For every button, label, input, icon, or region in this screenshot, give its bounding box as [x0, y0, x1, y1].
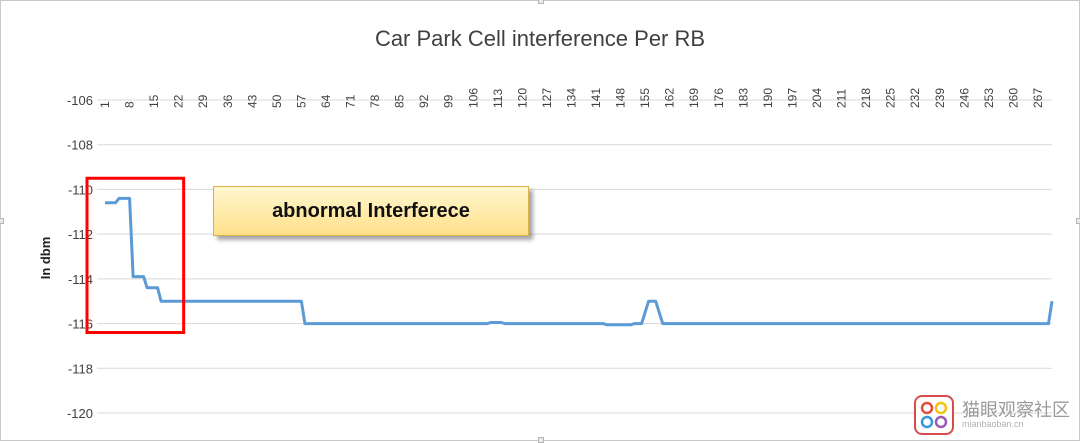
watermark-logo-icon: [914, 395, 954, 435]
y-axis-label: In dbm: [38, 237, 53, 280]
x-tick-label: 204: [810, 88, 824, 108]
x-tick-label: 190: [761, 88, 775, 108]
y-tick-label: -116: [68, 317, 93, 332]
y-tick-label: -112: [68, 227, 93, 242]
x-tick-label: 92: [417, 94, 431, 108]
x-tick-label: 162: [663, 88, 677, 108]
x-tick-label: 29: [196, 94, 210, 108]
x-tick-label: 99: [442, 94, 456, 108]
y-tick-label: -114: [68, 272, 93, 287]
x-tick-label: 1: [98, 101, 112, 108]
x-tick-label: 50: [270, 94, 284, 108]
x-tick-label: 155: [638, 88, 652, 108]
watermark-text: 猫眼观察社区: [962, 401, 1070, 419]
y-tick-labels: -106 -108 -110 -112 -114 -116 -118 -120: [67, 93, 93, 421]
x-tick-label: 43: [245, 94, 259, 108]
x-tick-labels: 1 8 15 22 29 36 43 50 57 64 71 78 85 92 99 106 113 120 127…: [98, 88, 1045, 108]
y-tick-label: -110: [68, 182, 93, 197]
abnormal-region-highlight: [87, 178, 184, 332]
x-tick-label: 169: [687, 88, 701, 108]
x-tick-label: 246: [957, 88, 971, 108]
annotation-label: abnormal Interferece: [272, 200, 470, 223]
x-tick-label: 71: [344, 94, 358, 108]
x-tick-label: 57: [294, 94, 308, 108]
x-tick-label: 141: [589, 88, 603, 108]
x-tick-label: 176: [712, 88, 726, 108]
x-tick-label: 134: [564, 88, 578, 108]
x-tick-label: 218: [859, 88, 873, 108]
x-tick-label: 78: [368, 94, 382, 108]
y-tick-label: -106: [67, 93, 93, 108]
y-tick-label: -118: [68, 361, 93, 376]
gridlines: [97, 100, 1052, 413]
chart-title: Car Park Cell interference Per RB: [375, 26, 705, 51]
x-tick-label: 64: [319, 94, 333, 108]
x-tick-label: 85: [393, 94, 407, 108]
x-tick-label: 260: [1006, 88, 1020, 108]
y-tick-label: -108: [67, 138, 93, 153]
x-tick-label: 22: [172, 94, 186, 108]
x-tick-label: 113: [491, 89, 505, 108]
x-tick-label: 183: [736, 88, 750, 108]
x-tick-label: 211: [835, 89, 849, 108]
x-tick-label: 253: [982, 88, 996, 108]
x-tick-label: 15: [147, 94, 161, 108]
x-tick-label: 225: [884, 88, 898, 108]
x-tick-label: 232: [908, 88, 922, 108]
x-tick-label: 239: [933, 88, 947, 108]
watermark-subtext: mianbaoban.cn: [962, 419, 1070, 429]
y-tick-label: -120: [67, 406, 93, 421]
annotation-callout: abnormal Interferece: [213, 186, 529, 236]
x-tick-label: 36: [221, 94, 235, 108]
x-tick-label: 127: [540, 88, 554, 108]
x-tick-label: 8: [123, 101, 137, 108]
x-tick-label: 148: [614, 88, 628, 108]
x-tick-label: 106: [466, 88, 480, 108]
watermark: 猫眼观察社区 mianbaoban.cn: [914, 395, 1070, 435]
x-tick-label: 120: [515, 88, 529, 108]
x-tick-label: 197: [785, 88, 799, 108]
x-tick-label: 267: [1031, 88, 1045, 108]
